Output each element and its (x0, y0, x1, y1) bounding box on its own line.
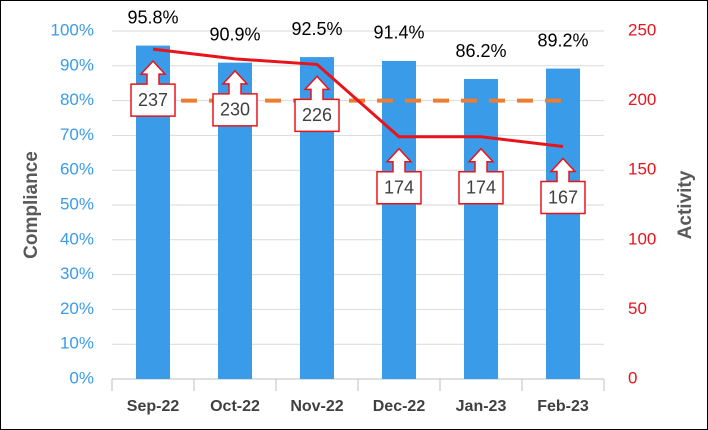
callout (294, 75, 340, 133)
callout (212, 69, 258, 127)
data-label: 226 (302, 105, 332, 125)
data-label: 230 (220, 100, 250, 120)
y-axis-title: Compliance (21, 151, 42, 259)
y-tick-label: 80% (60, 90, 94, 109)
data-label: 89.2% (537, 30, 588, 50)
data-label: 174 (466, 178, 496, 198)
y2-axis-title: Activity (675, 170, 696, 239)
y-tick-label: 20% (60, 299, 94, 318)
y-tick-label: 90% (60, 55, 94, 74)
y-tick-label: 100% (51, 20, 94, 39)
y-tick-label: 10% (60, 334, 94, 353)
bar (382, 60, 416, 379)
data-label: 92.5% (291, 19, 342, 39)
callout (540, 157, 586, 215)
data-label: 167 (548, 187, 578, 207)
x-tick-label: Feb-23 (537, 398, 589, 415)
callout (376, 147, 422, 205)
x-tick-label: Dec-22 (373, 398, 426, 415)
series-line (152, 47, 564, 149)
y2-tick-label: 250 (628, 20, 656, 39)
data-label: 86.2% (455, 41, 506, 61)
y2-tick-label: 150 (628, 160, 656, 179)
callout (130, 59, 176, 117)
callout (458, 147, 504, 205)
x-tick-label: Oct-22 (210, 398, 260, 415)
data-label: 91.4% (373, 23, 424, 43)
y-tick-label: 70% (60, 125, 94, 144)
y-tick-label: 0% (69, 368, 94, 387)
bar (464, 79, 498, 380)
y2-tick-label: 200 (628, 90, 656, 109)
y-tick-label: 40% (60, 229, 94, 248)
y2-tick-label: 50 (628, 299, 647, 318)
data-label: 174 (384, 178, 414, 198)
y2-tick-label: 0 (628, 368, 637, 387)
x-tick-label: Nov-22 (290, 398, 343, 415)
y-tick-label: 30% (60, 264, 94, 283)
data-label: 237 (138, 90, 168, 110)
y-tick-label: 60% (60, 160, 94, 179)
data-label: 90.9% (209, 24, 260, 44)
data-label: 95.8% (127, 7, 178, 27)
x-tick-label: Jan-23 (456, 398, 507, 415)
y2-tick-label: 100 (628, 229, 656, 248)
x-tick-label: Sep-22 (127, 398, 180, 415)
bar (546, 68, 580, 380)
y-tick-label: 50% (60, 194, 94, 213)
